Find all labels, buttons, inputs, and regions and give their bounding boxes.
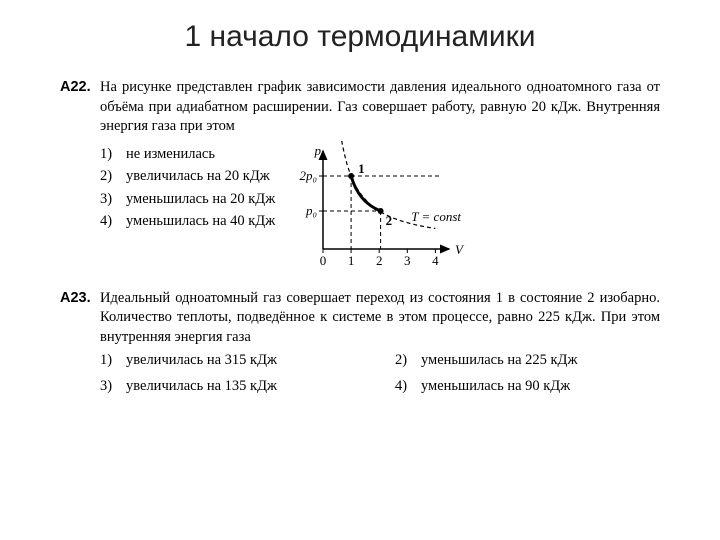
a23-opt-4: 4) уменьшилась на 90 кДж <box>395 377 660 397</box>
svg-text:p: p <box>314 143 322 158</box>
svg-text:T = const: T = const <box>412 209 462 224</box>
svg-text:0: 0 <box>320 253 327 268</box>
a22-chart: 0 1 2 3 4 p₀ 2p₀ 1 2 p V T = const <box>291 141 471 271</box>
a23-text: Идеальный одноатомный газ совершает пере… <box>100 289 660 348</box>
svg-text:V: V <box>455 242 465 257</box>
a22-options: 1) не изменилась 2) увеличилась на 20 кД… <box>100 145 275 235</box>
svg-text:3: 3 <box>404 253 411 268</box>
svg-text:2: 2 <box>376 253 383 268</box>
a22-opt-2: 2) увеличилась на 20 кДж <box>100 167 275 187</box>
problem-a23: А23. Идеальный одноатомный газ совершает… <box>60 289 660 400</box>
a22-label: А22. <box>60 78 94 98</box>
slide: 1 начало термодинамики А22. На рисунке п… <box>0 0 720 438</box>
svg-text:2p₀: 2p₀ <box>300 168 318 183</box>
a22-text: На рисунке представлен график зависимост… <box>100 78 660 137</box>
svg-text:2: 2 <box>386 213 393 228</box>
a22-opt-3: 3) уменьшилась на 20 кДж <box>100 190 275 210</box>
page-title: 1 начало термодинамики <box>60 20 660 54</box>
a23-label: А23. <box>60 289 94 309</box>
a23-opt-1: 1) увеличилась на 315 кДж <box>100 351 365 371</box>
a23-options: 1) увеличилась на 315 кДж 2) уменьшилась… <box>100 351 660 399</box>
svg-text:p₀: p₀ <box>305 203 317 218</box>
a23-opt-2: 2) уменьшилась на 225 кДж <box>395 351 660 371</box>
svg-text:1: 1 <box>358 161 365 176</box>
svg-text:1: 1 <box>348 253 355 268</box>
svg-text:4: 4 <box>432 253 439 268</box>
a22-opt-4: 4) уменьшилась на 40 кДж <box>100 212 275 232</box>
a22-opt-1: 1) не изменилась <box>100 145 275 165</box>
problem-a22: А22. На рисунке представлен график завис… <box>60 78 660 271</box>
a23-opt-3: 3) увеличилась на 135 кДж <box>100 377 365 397</box>
